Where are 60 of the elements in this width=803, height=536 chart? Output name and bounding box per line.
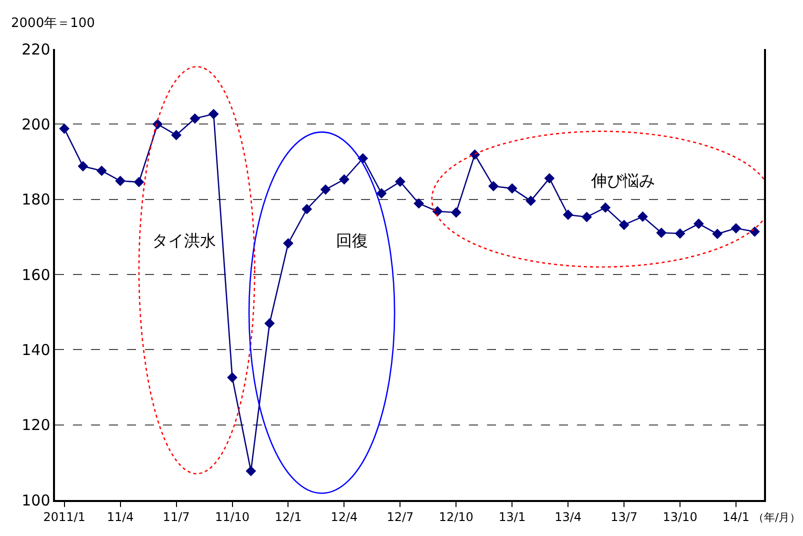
point: [582, 212, 592, 222]
point: [96, 166, 107, 176]
x-tick-label: 2011/1: [43, 510, 86, 524]
y-tick-label: 200: [22, 115, 50, 134]
point: [264, 318, 275, 329]
annotation: 回復: [336, 231, 368, 250]
point: [246, 466, 256, 476]
point: [526, 196, 536, 206]
x-tick-label: 13/7: [610, 510, 638, 524]
x-axis-title: （年/月）: [753, 511, 801, 524]
point: [227, 372, 238, 383]
point: [694, 218, 704, 229]
point: [749, 226, 760, 237]
y-tick-label: 120: [22, 416, 50, 434]
x-tick-label: 11/4: [106, 510, 134, 524]
x-tick-label: 12/1: [274, 510, 302, 524]
point: [134, 176, 144, 188]
point: [414, 198, 424, 209]
x-tick-label: 13/10: [662, 510, 698, 524]
y-tick-label: 100: [22, 491, 50, 510]
point: [600, 202, 611, 213]
point: [208, 108, 219, 120]
x-tick-label: 13/1: [498, 510, 526, 524]
point: [450, 207, 462, 218]
x-tick-label: 11/7: [162, 510, 190, 524]
y-tick-label: 160: [22, 266, 50, 284]
y-axis-title: 2000年＝100: [11, 16, 95, 31]
point: [712, 228, 723, 240]
point: [544, 173, 555, 184]
point: [562, 210, 574, 220]
point: [470, 149, 480, 160]
point: [339, 174, 350, 185]
y-tick-label: 180: [22, 190, 50, 209]
x-tick-label: 13/4: [554, 510, 582, 524]
point: [488, 180, 499, 192]
x-tick-label: 12/4: [330, 510, 358, 524]
point: [320, 184, 331, 195]
point: [638, 211, 648, 222]
point: [59, 123, 70, 134]
annotation: 伸び悩み: [590, 171, 655, 190]
point: [115, 176, 126, 186]
point: [376, 188, 387, 199]
point: [78, 161, 88, 172]
x-tick-label: 12/7: [386, 510, 414, 524]
point: [730, 223, 742, 234]
x-tick-label: 11/10: [214, 510, 250, 524]
x-tick-label: 12/10: [438, 510, 474, 524]
point: [394, 176, 406, 187]
annotation: タイ洪水: [152, 231, 216, 250]
point: [283, 238, 294, 249]
x-tick-label: 14/1: [722, 510, 750, 524]
point: [656, 228, 667, 238]
point: [190, 113, 200, 124]
point: [506, 183, 518, 194]
point: [618, 220, 630, 230]
point: [302, 204, 312, 214]
point: [171, 130, 182, 140]
point: [674, 228, 686, 239]
y-tick-label: 140: [22, 340, 50, 359]
y-tick-label: 220: [22, 40, 50, 58]
